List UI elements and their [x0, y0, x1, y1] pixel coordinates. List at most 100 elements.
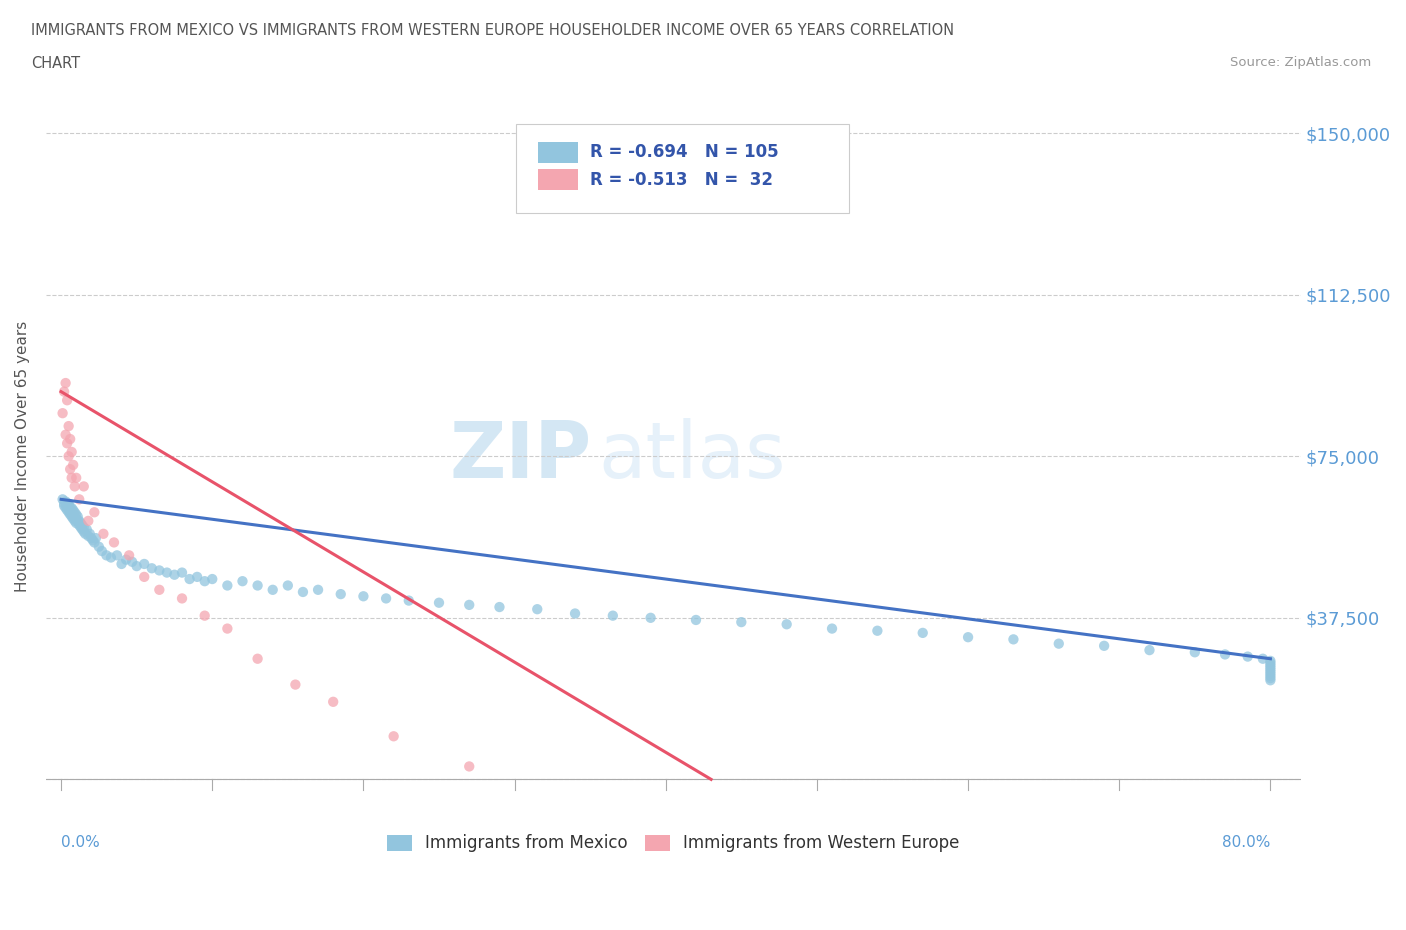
Point	[90, 544, 112, 559]
Point	[284, 677, 307, 692]
Point	[103, 535, 125, 550]
Text: 0.0%: 0.0%	[60, 835, 100, 850]
Point	[194, 574, 217, 589]
Text: R = -0.694   N = 105: R = -0.694 N = 105	[591, 143, 779, 161]
Point	[1236, 649, 1258, 664]
Point	[60, 505, 83, 520]
Point	[55, 427, 77, 442]
Point	[73, 525, 96, 539]
Point	[179, 572, 201, 587]
Point	[821, 621, 844, 636]
Point	[118, 548, 141, 563]
Point	[352, 589, 374, 604]
Point	[69, 520, 91, 535]
Text: 80.0%: 80.0%	[1222, 835, 1271, 850]
Point	[866, 623, 889, 638]
Point	[66, 509, 89, 524]
Point	[125, 559, 148, 574]
Y-axis label: Householder Income Over 65 years: Householder Income Over 65 years	[15, 321, 30, 591]
Point	[59, 432, 82, 446]
Point	[329, 587, 352, 602]
Point	[322, 695, 344, 710]
Bar	[538, 168, 578, 191]
Point	[69, 515, 91, 530]
Point	[62, 458, 84, 472]
Point	[66, 513, 89, 528]
Point	[1260, 667, 1282, 682]
Point	[84, 531, 107, 546]
Point	[65, 507, 87, 522]
Point	[65, 512, 87, 526]
Point	[134, 569, 156, 584]
Point	[58, 449, 80, 464]
Point	[1260, 656, 1282, 671]
Point	[217, 578, 239, 593]
Point	[121, 554, 143, 569]
Point	[105, 548, 128, 563]
Point	[60, 445, 83, 459]
Point	[58, 418, 80, 433]
Point	[1251, 651, 1274, 666]
Point	[398, 593, 420, 608]
Point	[730, 615, 752, 630]
Point	[277, 578, 299, 593]
Point	[96, 548, 118, 563]
Point	[58, 498, 80, 513]
Point	[307, 582, 329, 597]
Point	[62, 507, 84, 522]
Point	[83, 535, 105, 550]
Point	[82, 533, 104, 548]
Point	[59, 507, 82, 522]
Point	[1047, 636, 1070, 651]
Point	[1260, 660, 1282, 675]
Point	[53, 498, 76, 513]
Point	[1002, 631, 1025, 646]
Point	[79, 526, 101, 541]
Point	[685, 613, 707, 628]
Point	[186, 569, 208, 584]
Point	[55, 376, 77, 391]
Point	[1213, 647, 1236, 662]
Point	[62, 512, 84, 526]
Point	[1139, 643, 1161, 658]
Point	[59, 503, 82, 518]
Point	[56, 392, 79, 407]
Point	[59, 500, 82, 515]
Point	[564, 606, 586, 621]
Point	[246, 578, 269, 593]
Text: R = -0.513   N =  32: R = -0.513 N = 32	[591, 170, 773, 189]
Point	[56, 436, 79, 451]
Point	[458, 759, 481, 774]
Point	[170, 565, 193, 580]
Text: IMMIGRANTS FROM MEXICO VS IMMIGRANTS FROM WESTERN EUROPE HOUSEHOLDER INCOME OVER: IMMIGRANTS FROM MEXICO VS IMMIGRANTS FRO…	[31, 23, 955, 38]
Point	[217, 621, 239, 636]
Point	[246, 651, 269, 666]
Point	[53, 384, 76, 399]
Point	[77, 513, 100, 528]
Point	[488, 600, 510, 615]
Point	[458, 597, 481, 612]
Point	[148, 582, 170, 597]
Point	[776, 617, 799, 631]
Point	[427, 595, 450, 610]
Point	[83, 505, 105, 520]
Point	[75, 526, 97, 541]
FancyBboxPatch shape	[516, 124, 849, 213]
Point	[63, 479, 86, 494]
Point	[382, 729, 405, 744]
Point	[1260, 671, 1282, 685]
Text: ZIP: ZIP	[450, 418, 592, 494]
Point	[602, 608, 624, 623]
Bar	[538, 141, 578, 163]
Point	[63, 505, 86, 520]
Point	[1260, 664, 1282, 679]
Point	[640, 610, 662, 625]
Point	[65, 515, 87, 530]
Point	[262, 582, 284, 597]
Point	[72, 522, 94, 537]
Point	[77, 528, 100, 543]
Point	[1260, 662, 1282, 677]
Point	[110, 556, 132, 571]
Text: CHART: CHART	[31, 56, 80, 71]
Point	[526, 602, 548, 617]
